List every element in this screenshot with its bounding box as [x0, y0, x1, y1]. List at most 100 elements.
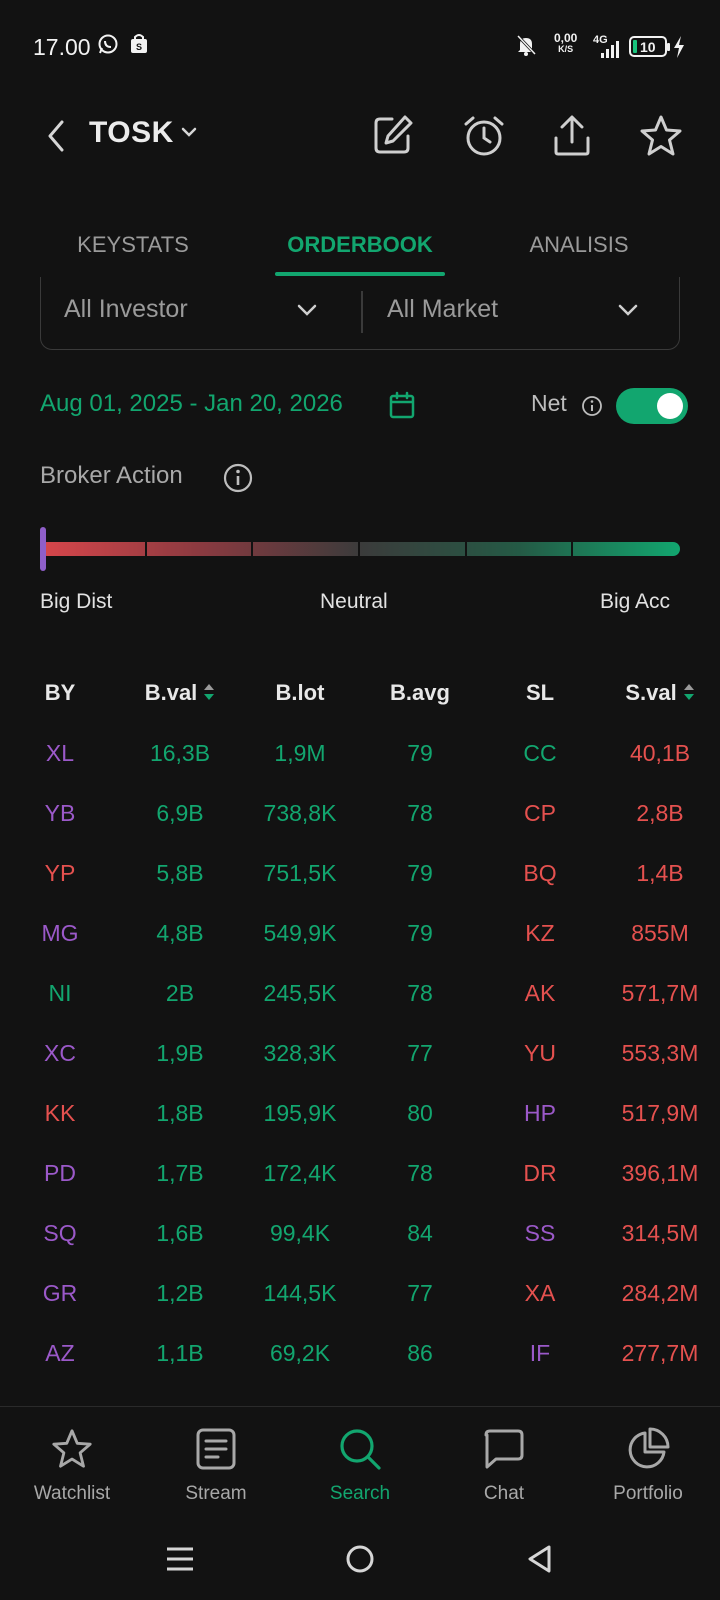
- broker-buy-code[interactable]: AZ: [45, 1340, 75, 1366]
- nav-watchlist-label: Watchlist: [33, 1483, 111, 1504]
- broker-buy-code[interactable]: MG: [41, 920, 79, 946]
- nav-portfolio-label: Portfolio: [613, 1483, 683, 1504]
- buy-value: 1,1B: [156, 1340, 204, 1366]
- col-header-sl[interactable]: SL: [480, 680, 600, 706]
- broker-buy-code[interactable]: SQ: [43, 1220, 77, 1246]
- broker-buy-code[interactable]: KK: [44, 1100, 76, 1126]
- nav-search-label: Search: [329, 1483, 391, 1504]
- chat-icon: [484, 1429, 524, 1469]
- broker-sell-code[interactable]: DR: [523, 1160, 557, 1186]
- net-toggle[interactable]: [616, 388, 688, 424]
- info-icon[interactable]: [223, 463, 253, 493]
- filter-divider: [361, 291, 363, 333]
- buy-value: 16,3B: [149, 740, 211, 766]
- tab-keystats[interactable]: KEYSTATS: [77, 232, 189, 257]
- table-row[interactable]: KK 1,8B 195,9K 80 HP 517,9M: [0, 1100, 720, 1160]
- date-range[interactable]: Aug 01, 2025 - Jan 20, 2026: [40, 390, 343, 417]
- market-dropdown[interactable]: All Market: [363, 277, 679, 348]
- buy-value: 1,8B: [156, 1100, 204, 1126]
- table-row[interactable]: YB 6,9B 738,8K 78 CP 2,8B: [0, 800, 720, 860]
- buy-lot: 1,9M: [274, 740, 326, 766]
- net-toggle-knob: [657, 393, 683, 419]
- table-row[interactable]: XL 16,3B 1,9M 79 CC 40,1B: [0, 740, 720, 800]
- buy-lot: 69,2K: [269, 1340, 331, 1366]
- col-header-by[interactable]: BY: [0, 680, 120, 706]
- broker-buy-code[interactable]: XC: [44, 1040, 76, 1066]
- broker-buy-code[interactable]: XL: [45, 740, 75, 766]
- home-icon[interactable]: [345, 1544, 375, 1574]
- nav-watchlist[interactable]: Watchlist: [0, 1407, 144, 1517]
- tab-bar: KEYSTATS ORDERBOOK ANALISIS: [0, 222, 720, 278]
- table-row[interactable]: MG 4,8B 549,9K 79 KZ 855M: [0, 920, 720, 980]
- buy-value: 2B: [165, 980, 195, 1006]
- status-bar: 17.00 S 0,00 K/S 4G 10: [0, 0, 720, 96]
- broker-buy-code[interactable]: GR: [42, 1280, 78, 1306]
- broker-sell-code[interactable]: CC: [523, 740, 557, 766]
- broker-sell-code[interactable]: AK: [524, 980, 556, 1006]
- broker-buy-code[interactable]: YB: [44, 800, 76, 826]
- table-row[interactable]: NI 2B 245,5K 78 AK 571,7M: [0, 980, 720, 1040]
- sell-value: 553,3M: [621, 1040, 699, 1066]
- filter-bar: All Investor All Market: [40, 277, 680, 350]
- sell-value: 40,1B: [629, 740, 691, 766]
- broker-sell-code[interactable]: XA: [524, 1280, 556, 1306]
- tab-orderbook[interactable]: ORDERBOOK: [287, 232, 433, 257]
- broker-buy-code[interactable]: NI: [48, 980, 72, 1006]
- shop-bag-icon: S: [131, 34, 147, 53]
- col-header-blot[interactable]: B.lot: [240, 680, 360, 706]
- col-header-by-label: BY: [44, 680, 76, 705]
- search-icon: [340, 1429, 381, 1470]
- info-icon[interactable]: [581, 395, 603, 417]
- broker-sell-code[interactable]: CP: [524, 800, 556, 826]
- star-icon[interactable]: [638, 114, 684, 158]
- col-header-sval[interactable]: S.val: [600, 680, 720, 706]
- nav-portfolio[interactable]: Portfolio: [576, 1407, 720, 1517]
- sort-icon[interactable]: [203, 682, 215, 702]
- recent-apps-icon[interactable]: [165, 1544, 195, 1574]
- meter-label-big-acc: Big Acc: [600, 590, 671, 613]
- meter-label-big-dist: Big Dist: [40, 590, 113, 613]
- table-row[interactable]: GR 1,2B 144,5K 77 XA 284,2M: [0, 1280, 720, 1340]
- signal-icon: [601, 41, 619, 58]
- broker-sell-code[interactable]: YU: [524, 1040, 556, 1066]
- broker-sell-code[interactable]: KZ: [525, 920, 555, 946]
- broker-sell-code[interactable]: IF: [529, 1340, 551, 1366]
- buy-lot: 195,9K: [263, 1100, 337, 1126]
- col-header-bavg[interactable]: B.avg: [360, 680, 480, 706]
- nav-stream[interactable]: Stream: [144, 1407, 288, 1517]
- table-row[interactable]: XC 1,9B 328,3K 77 YU 553,3M: [0, 1040, 720, 1100]
- buy-value: 1,6B: [156, 1220, 204, 1246]
- share-icon[interactable]: [552, 114, 592, 158]
- broker-action-meter: [40, 527, 680, 571]
- chevron-down-icon[interactable]: [180, 126, 198, 140]
- investor-dropdown-value: All Investor: [64, 295, 188, 323]
- system-nav-bar: [0, 1516, 720, 1600]
- broker-buy-code[interactable]: PD: [44, 1160, 76, 1186]
- broker-sell-code[interactable]: BQ: [523, 860, 557, 886]
- table-row[interactable]: PD 1,7B 172,4K 78 DR 396,1M: [0, 1160, 720, 1220]
- alarm-icon[interactable]: [462, 114, 506, 158]
- broker-sell-code[interactable]: SS: [524, 1220, 556, 1246]
- table-row[interactable]: SQ 1,6B 99,4K 84 SS 314,5M: [0, 1220, 720, 1280]
- sell-value: 855M: [631, 920, 689, 946]
- col-header-bavg-label: B.avg: [390, 680, 450, 705]
- col-header-bval[interactable]: B.val: [120, 680, 240, 706]
- tab-analisis[interactable]: ANALISIS: [529, 232, 629, 257]
- nav-chat[interactable]: Chat: [432, 1407, 576, 1517]
- table-row[interactable]: AZ 1,1B 69,2K 86 IF 277,7M: [0, 1340, 720, 1400]
- investor-dropdown[interactable]: All Investor: [41, 277, 361, 348]
- sort-icon[interactable]: [683, 682, 695, 702]
- nav-search[interactable]: Search: [288, 1407, 432, 1517]
- edit-icon[interactable]: [372, 114, 414, 156]
- table-row[interactable]: YP 5,8B 751,5K 79 BQ 1,4B: [0, 860, 720, 920]
- buy-lot: 738,8K: [263, 800, 337, 826]
- back-nav-icon[interactable]: [525, 1544, 555, 1574]
- col-header-sl-label: SL: [525, 680, 555, 705]
- back-icon[interactable]: [44, 116, 68, 156]
- ticker-title[interactable]: TOSK: [89, 116, 174, 149]
- calendar-icon[interactable]: [389, 391, 415, 419]
- buy-value: 1,7B: [156, 1160, 204, 1186]
- buy-value: 1,2B: [156, 1280, 204, 1306]
- broker-sell-code[interactable]: HP: [524, 1100, 556, 1126]
- broker-buy-code[interactable]: YP: [44, 860, 76, 886]
